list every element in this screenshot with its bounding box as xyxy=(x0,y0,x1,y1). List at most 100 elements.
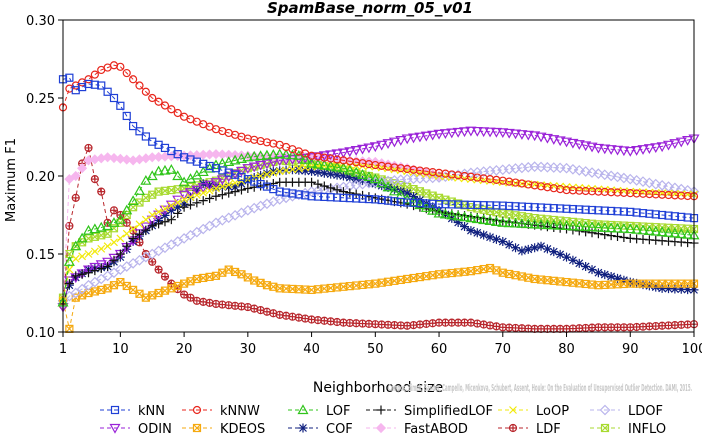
data-point-knn xyxy=(377,195,386,205)
legend-item-kdeos: KDEOS xyxy=(182,422,265,434)
legend-label: ODIN xyxy=(138,422,172,434)
data-point-ldof xyxy=(134,254,145,266)
data-point-cof xyxy=(644,281,654,291)
data-point-knnw xyxy=(173,108,182,118)
data-point-cof xyxy=(657,283,667,293)
data-point-cof xyxy=(453,217,463,227)
data-point-knnw xyxy=(141,87,150,96)
data-point-lof xyxy=(484,215,496,226)
data-point-knn xyxy=(230,170,240,179)
data-point-simplifiedlof xyxy=(326,183,336,193)
data-point-ldof xyxy=(650,178,662,190)
y-tick-label: 0.20 xyxy=(26,170,55,185)
data-point-lof xyxy=(382,181,394,192)
data-point-loop xyxy=(84,250,93,258)
data-point-cof xyxy=(294,165,304,175)
data-point-knn xyxy=(192,157,201,166)
legend-label: FastABOD xyxy=(404,422,468,434)
data-point-simplifiedlof xyxy=(147,221,157,231)
data-point-knn xyxy=(281,188,291,197)
data-point-simplifiedlof xyxy=(71,271,81,281)
data-point-odin xyxy=(675,137,687,148)
data-point-cof xyxy=(192,186,202,196)
data-point-knnw xyxy=(148,93,157,103)
data-point-knn xyxy=(473,200,482,210)
data-point-lof xyxy=(82,224,95,235)
data-point-ldf xyxy=(479,320,488,329)
data-point-knn xyxy=(129,121,138,131)
data-point-odin xyxy=(102,257,114,268)
data-point-knn xyxy=(600,206,609,215)
data-point-cof xyxy=(358,176,368,186)
data-point-fastabod xyxy=(115,153,126,164)
data-point-simplifiedlof xyxy=(64,279,74,289)
data-point-loop xyxy=(167,201,176,210)
data-point-cof xyxy=(466,226,476,236)
series-line-kdeos xyxy=(62,267,694,330)
data-point-knnw xyxy=(84,75,93,84)
data-point-odin xyxy=(280,155,292,166)
data-point-lof xyxy=(497,217,509,227)
data-point-knn xyxy=(434,199,444,209)
data-point-lof xyxy=(586,221,598,232)
data-point-knn xyxy=(619,207,628,216)
data-point-knn xyxy=(549,204,558,213)
data-point-loop xyxy=(65,265,74,274)
data-point-odin xyxy=(484,127,496,138)
data-point-odin xyxy=(662,140,675,151)
data-point-cof xyxy=(606,271,616,281)
data-point-odin xyxy=(611,145,624,156)
data-point-ldof xyxy=(89,276,101,288)
data-point-lof xyxy=(490,216,502,226)
data-point-knn xyxy=(218,166,227,175)
data-point-cof xyxy=(491,234,501,244)
data-point-lof xyxy=(599,222,611,232)
data-point-knn xyxy=(65,73,74,82)
y-tick-label: 0.10 xyxy=(26,326,55,341)
data-point-simplifiedlof xyxy=(109,255,119,265)
data-point-knn xyxy=(498,201,507,210)
data-point-knnw xyxy=(135,81,144,90)
data-point-cof xyxy=(300,166,310,176)
data-point-knn xyxy=(428,199,437,208)
data-point-simplifiedlof xyxy=(128,233,138,243)
legend-label: LDOF xyxy=(628,404,663,419)
data-point-simplifiedlof xyxy=(307,177,317,187)
data-point-knn xyxy=(479,201,488,210)
data-point-ldf xyxy=(186,293,195,302)
data-point-odin xyxy=(618,146,630,157)
data-point-lof xyxy=(127,195,139,206)
data-point-loop xyxy=(199,188,208,197)
data-point-simplifiedlof xyxy=(619,232,629,242)
data-point-knnw xyxy=(619,188,628,197)
data-point-fastabod xyxy=(70,170,81,182)
data-point-simplifiedlof xyxy=(224,188,234,198)
data-point-loop xyxy=(122,229,131,238)
data-point-lof xyxy=(357,169,369,179)
data-point-ldof xyxy=(624,173,636,185)
data-point-loop xyxy=(186,193,195,202)
data-point-fastabod xyxy=(223,149,234,160)
data-point-odin xyxy=(605,145,617,155)
data-point-odin xyxy=(643,144,655,154)
data-point-fastabod xyxy=(77,163,88,174)
data-point-lof xyxy=(274,148,286,159)
data-point-lof xyxy=(70,240,82,251)
data-point-ldof xyxy=(644,177,655,189)
data-point-lof xyxy=(114,213,126,224)
data-point-knnw xyxy=(651,190,660,199)
data-point-knn xyxy=(485,201,495,210)
data-point-knn xyxy=(460,200,469,209)
data-point-knn xyxy=(371,195,380,204)
data-point-cof xyxy=(498,237,508,247)
legend-item-odin: ODIN xyxy=(100,422,172,434)
data-point-cof xyxy=(224,182,234,192)
data-point-cof xyxy=(370,179,380,189)
data-point-knnw xyxy=(575,186,584,195)
data-point-ldf xyxy=(97,187,106,196)
plot-area xyxy=(57,61,700,333)
legend-item-fastabod: FastABOD xyxy=(366,422,468,434)
data-point-knn xyxy=(632,208,641,217)
data-point-knnw xyxy=(677,191,686,200)
legend-item-knn: kNN xyxy=(100,404,165,419)
